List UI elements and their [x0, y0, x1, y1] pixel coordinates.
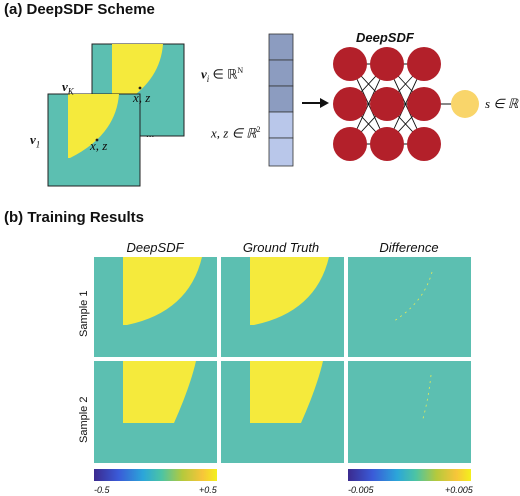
colorbar-right-min: -0.005: [348, 485, 374, 495]
colorbar-left-min: -0.5: [94, 485, 110, 495]
column-header-ground-truth: Ground Truth: [242, 240, 320, 255]
row-header-sample-2: Sample 2: [78, 396, 90, 443]
latent-vector: [268, 33, 294, 167]
colorbar-right-max: +0.005: [445, 485, 473, 495]
heatmap-sample2-deepsdf: [94, 361, 217, 463]
slice-front: [47, 93, 141, 187]
heatmap-sample2-ground-truth: [221, 361, 344, 463]
heatmap-sample1-deepsdf: [94, 257, 217, 357]
panel-b-title: (b) Training Results: [4, 209, 145, 226]
label-vi: vi ∈ ℝN: [201, 66, 244, 84]
label-xz-front: x, z: [90, 138, 108, 153]
label-v-k: vK: [62, 79, 74, 97]
arrow-icon: [302, 98, 329, 108]
heatmap-sample1-ground-truth: [221, 257, 344, 357]
colorbar-left-max: +0.5: [199, 485, 217, 495]
column-header-difference: Difference: [379, 240, 439, 255]
column-header-deepsdf: DeepSDF: [126, 240, 184, 255]
panel-a-title: (a) DeepSDF Scheme: [4, 1, 155, 18]
label-output: s ∈ ℝ: [485, 96, 519, 111]
label-v-1: v1: [30, 132, 41, 150]
heatmap-sample2-difference: [348, 361, 471, 463]
results-grid: [94, 257, 471, 463]
input-slices: [47, 43, 185, 187]
colorbar-right: [348, 469, 471, 481]
ellipsis: ...: [146, 128, 155, 140]
heatmap-sample1-difference: [348, 257, 471, 357]
row-header-sample-1: Sample 1: [78, 290, 90, 337]
colorbar-left: [94, 469, 217, 481]
label-xz-input: x, z ∈ ℝ2: [211, 125, 261, 141]
network-title: DeepSDF: [356, 30, 414, 45]
label-xz-back: x, z: [133, 90, 151, 105]
neural-network: [333, 47, 479, 161]
